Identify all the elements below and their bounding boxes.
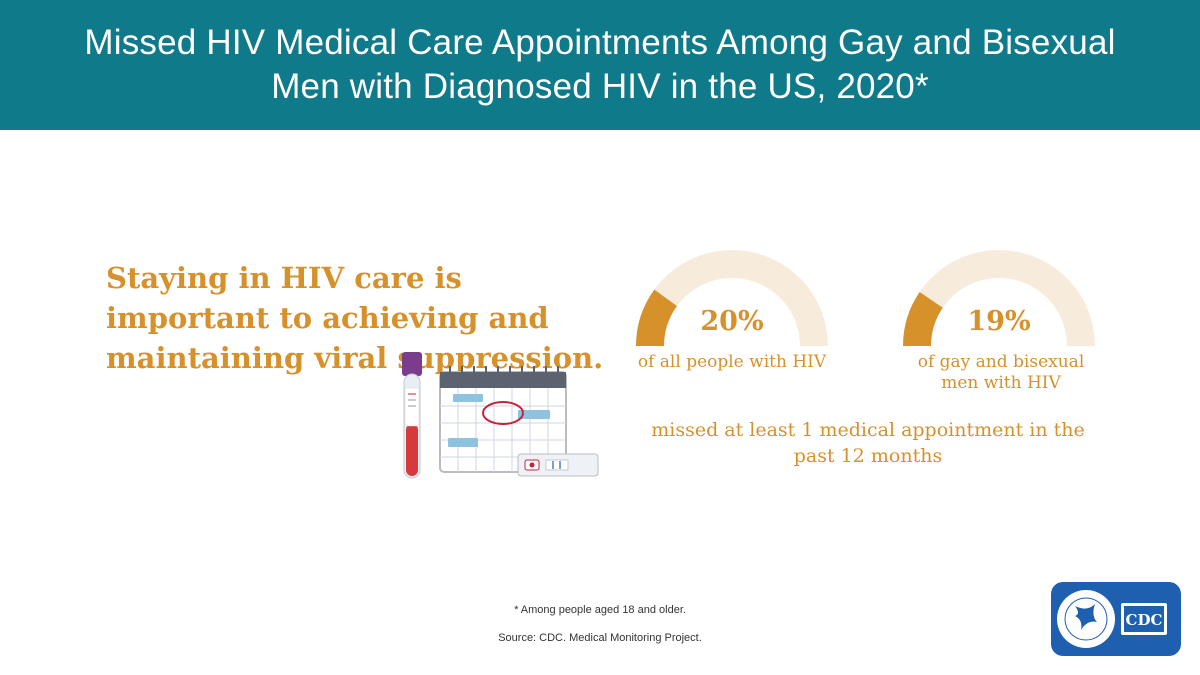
- gauge-label: of gay and bisexual men with HIV: [917, 352, 1085, 393]
- calendar-icon: [439, 366, 567, 473]
- gauge-chart: [636, 250, 828, 347]
- gauge-label: of all people with HIV: [637, 352, 827, 372]
- gauge-all-people: 20%: [632, 250, 832, 350]
- gauge-fill: [636, 289, 678, 347]
- gauge-value: 19%: [967, 306, 1031, 337]
- header-banner: Missed HIV Medical Care Appointments Amo…: [0, 0, 1200, 130]
- gauge-caption: missed at least 1 medical appointment in…: [651, 419, 1085, 467]
- illustration: [402, 352, 599, 479]
- gauge-value: 20%: [700, 306, 764, 337]
- test-strip-icon: [517, 453, 599, 477]
- gauge-chart: [903, 250, 1095, 347]
- footnote: * Among people aged 18 and older.: [514, 604, 686, 616]
- page-title: Missed HIV Medical Care Appointments Amo…: [84, 23, 1116, 106]
- source-note: Source: CDC. Medical Monitoring Project.: [498, 632, 702, 644]
- cdc-logo: CDC: [1051, 582, 1181, 656]
- cdc-logo-text: CDC: [1126, 611, 1163, 629]
- gauge-gay-bisexual-men: 19%: [899, 250, 1099, 350]
- hhs-eagle-icon: CDC: [1057, 590, 1167, 648]
- blood-test-tube-icon: [402, 352, 422, 479]
- tagline: Staying in HIV care is important to achi…: [106, 261, 604, 375]
- gauge-fill: [903, 292, 944, 347]
